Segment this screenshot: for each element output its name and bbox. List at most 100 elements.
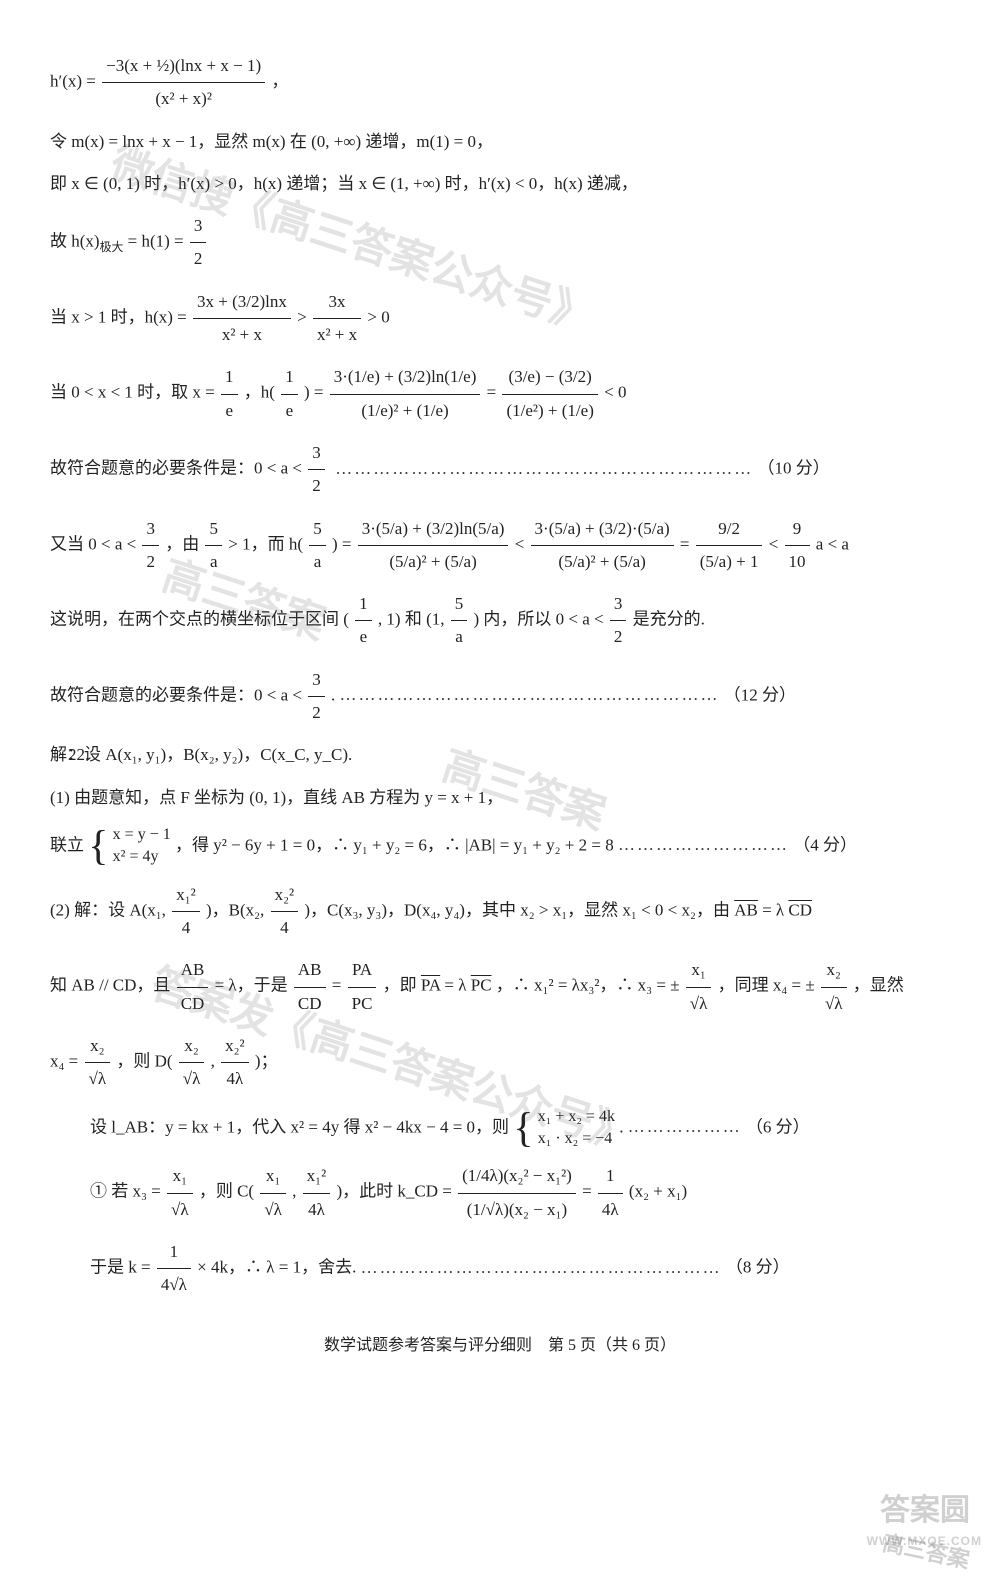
score-4: （4 分） bbox=[793, 835, 857, 854]
line-m: 令 m(x) = lnx + x − 1，显然 m(x) 在 (0, +∞) 递… bbox=[50, 126, 950, 158]
text: ，由 bbox=[165, 534, 203, 553]
text: h′(x) = bbox=[50, 72, 100, 91]
fraction: 32 bbox=[190, 210, 207, 276]
num: 1 bbox=[281, 361, 298, 394]
fraction: x₂²4λ bbox=[221, 1030, 249, 1096]
leader-dots: …………………………………………………… bbox=[339, 679, 719, 711]
score-8: （8 分） bbox=[726, 1258, 790, 1277]
brace-icon: { bbox=[88, 823, 108, 869]
fraction: x₂√λ bbox=[179, 1030, 205, 1096]
text: > 0 bbox=[367, 307, 389, 326]
fraction: 14√λ bbox=[157, 1236, 191, 1302]
text: = bbox=[487, 383, 501, 402]
text: )，B(x₂, bbox=[206, 900, 269, 919]
sys-eq-2: x₁ · x₂ = −4 bbox=[538, 1130, 613, 1147]
fraction: 14λ bbox=[598, 1160, 623, 1226]
den: 4λ bbox=[221, 1063, 249, 1095]
num: 1 bbox=[598, 1160, 623, 1193]
fraction: 5a bbox=[205, 513, 222, 579]
num: 3 bbox=[308, 664, 325, 697]
fraction: (3/e) − (3/2)(1/e²) + (1/e) bbox=[502, 361, 597, 427]
text: × 4k，∴ λ = 1，舍去. bbox=[197, 1258, 360, 1277]
num: AB bbox=[294, 954, 326, 987]
den: e bbox=[221, 395, 238, 427]
text: 于是 k = bbox=[90, 1258, 155, 1277]
sys-eq-1: x = y − 1 bbox=[113, 826, 171, 843]
fraction: 3xx² + x bbox=[313, 286, 361, 352]
den: CD bbox=[294, 988, 326, 1020]
text: a < a bbox=[816, 534, 849, 553]
fraction: x₁²4λ bbox=[303, 1160, 331, 1226]
text: , bbox=[292, 1182, 301, 1201]
den: PC bbox=[348, 988, 377, 1020]
fraction: 3·(1/e) + (3/2)ln(1/e)(1/e)² + (1/e) bbox=[330, 361, 481, 427]
text: ，h( bbox=[244, 383, 275, 402]
text: ，显然 bbox=[853, 976, 904, 995]
fraction: 5a bbox=[309, 513, 326, 579]
sys-eq-1: x₁ + x₂ = 4k bbox=[538, 1108, 615, 1125]
text: 当 0 < x < 1 时，取 x = bbox=[50, 383, 219, 402]
num: 3·(5/a) + (3/2)·(5/a) bbox=[531, 513, 674, 546]
text: 设 l_AB：y = kx + 1，代入 x² = 4y 得 x² − 4kx … bbox=[90, 1117, 513, 1136]
num: x₂² bbox=[271, 879, 299, 912]
leader-dots: ……………………… bbox=[618, 829, 789, 861]
num: 9/2 bbox=[696, 513, 763, 546]
text: 解：设 A(x₁, y₁)，B(x₂, y₂)，C(x_C, y_C). bbox=[50, 745, 352, 764]
num: x₂ bbox=[179, 1030, 205, 1063]
den: a bbox=[309, 546, 326, 578]
fraction: 32 bbox=[142, 513, 159, 579]
leader-dots: ………………………………………………………… bbox=[335, 453, 753, 485]
text: )，此时 k_CD = bbox=[336, 1182, 456, 1201]
den: √λ bbox=[167, 1194, 193, 1226]
num: x₂ bbox=[85, 1030, 111, 1063]
text: ，则 C( bbox=[199, 1182, 254, 1201]
den: x² + x bbox=[313, 319, 361, 351]
num: (1/4λ)(x₂² − x₁²) bbox=[458, 1160, 576, 1193]
num: x₁ bbox=[686, 954, 712, 987]
text: = h(1) = bbox=[128, 232, 188, 251]
den: 4λ bbox=[598, 1194, 623, 1226]
num: 3x + (3/2)lnx bbox=[193, 286, 291, 319]
text: < 0 bbox=[604, 383, 626, 402]
num: 3x bbox=[313, 286, 361, 319]
fraction: 3·(5/a) + (3/2)ln(5/a)(5/a)² + (5/a) bbox=[358, 513, 509, 579]
den: (5/a)² + (5/a) bbox=[358, 546, 509, 578]
text: . bbox=[619, 1117, 628, 1136]
den: 2 bbox=[142, 546, 159, 578]
text: 又当 0 < a < bbox=[50, 534, 140, 553]
brace-icon: { bbox=[513, 1105, 533, 1151]
text: = bbox=[680, 534, 694, 553]
den: e bbox=[355, 621, 372, 653]
vector-cd: CD bbox=[788, 900, 812, 919]
text: ) 内，所以 0 < a < bbox=[474, 610, 608, 629]
num: 5 bbox=[309, 513, 326, 546]
den: (5/a) + 1 bbox=[696, 546, 763, 578]
text: = bbox=[332, 976, 346, 995]
text: ) = bbox=[332, 534, 356, 553]
num: 5 bbox=[205, 513, 222, 546]
den: 4 bbox=[172, 912, 200, 944]
leader-dots: ………………………………………………… bbox=[361, 1252, 722, 1284]
fraction: x₁√λ bbox=[260, 1160, 286, 1226]
question-number: 22. bbox=[68, 739, 89, 771]
sys-eq-2: x² = 4y bbox=[113, 848, 159, 865]
den: (1/e²) + (1/e) bbox=[502, 395, 597, 427]
fraction: ABCD bbox=[294, 954, 326, 1020]
text: 知 AB // CD，且 bbox=[50, 976, 175, 995]
numerator: −3(x + ½)(lnx + x − 1) bbox=[102, 50, 265, 83]
text: ，∴ x₁² = λx₃²，∴ x₃ = ± bbox=[496, 976, 684, 995]
text: (x₂ + x₁) bbox=[629, 1182, 687, 1201]
vector-ab: AB bbox=[734, 900, 758, 919]
page-footer: 数学试题参考答案与评分细则 第 5 页（共 6 页） bbox=[50, 1331, 950, 1361]
score-6: （6 分） bbox=[746, 1117, 810, 1136]
fraction: 3·(5/a) + (3/2)·(5/a)(5/a)² + (5/a) bbox=[531, 513, 674, 579]
fraction: x₁√λ bbox=[686, 954, 712, 1020]
den: 4√λ bbox=[157, 1269, 191, 1301]
fraction: x₂²4 bbox=[271, 879, 299, 945]
num: 1 bbox=[355, 588, 372, 621]
fraction: 5a bbox=[451, 588, 468, 654]
text: ，得 y² − 6y + 1 = 0，∴ y₁ + y₂ = 6，∴ |AB| … bbox=[175, 835, 614, 854]
num: 1 bbox=[221, 361, 238, 394]
system-content: x = y − 1 x² = 4y bbox=[113, 824, 171, 869]
line-xlt1: 当 0 < x < 1 时，取 x = 1e ，h( 1e ) = 3·(1/e… bbox=[50, 361, 950, 427]
